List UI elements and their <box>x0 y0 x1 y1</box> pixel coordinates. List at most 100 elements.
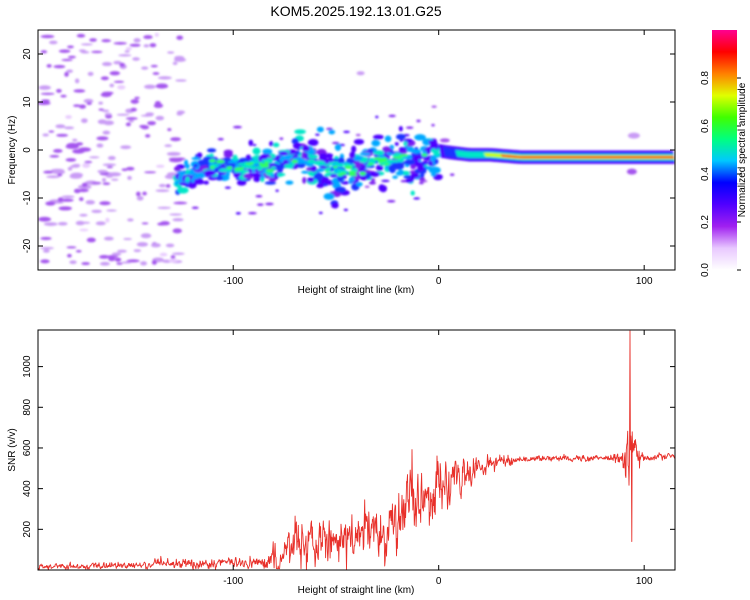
noise-speckle <box>174 55 185 60</box>
noise-speckle <box>120 145 132 150</box>
ridge-blob <box>187 171 200 176</box>
noise-speckle <box>123 237 132 241</box>
ridge-blob <box>183 159 189 167</box>
noise-speckle <box>49 40 58 45</box>
ridge-blob <box>315 168 325 172</box>
noise-speckle <box>165 243 175 248</box>
colorbar-tick-label: 0.4 <box>700 167 711 181</box>
noise-speckle <box>113 80 125 83</box>
ridge-blob <box>425 166 433 170</box>
y-tick-label: 200 <box>22 521 33 538</box>
noise-speckle <box>57 197 64 203</box>
colorbar-label: Normalized spectral amplitude <box>737 82 748 217</box>
ridge-core <box>226 168 232 172</box>
ridge-core <box>270 166 277 170</box>
noise-speckle <box>170 255 176 259</box>
ridge-blob <box>334 186 346 193</box>
noise-speckle <box>154 32 159 37</box>
y-tick-label: 20 <box>22 48 33 60</box>
noise-speckle <box>130 107 137 112</box>
noise-speckle <box>343 130 350 134</box>
noise-speckle <box>64 71 69 77</box>
noise-speckle <box>78 184 92 190</box>
ridge-blob <box>422 138 433 146</box>
noise-speckle <box>74 78 80 84</box>
ridge-core <box>233 167 243 171</box>
ridge-blob <box>372 134 384 140</box>
ridge-blob <box>307 138 319 147</box>
noise-speckle <box>100 92 112 98</box>
ridge-core <box>337 173 344 177</box>
noise-speckle <box>91 209 102 213</box>
noise-speckle <box>140 261 148 266</box>
snr-ylabel: SNR (v/v) <box>7 428 18 471</box>
ridge-blob <box>193 179 205 185</box>
noise-speckle <box>91 50 103 54</box>
noise-speckle <box>143 35 153 40</box>
colorbar: 0.0 0.2 0.4 0.6 0.8 Normalized spectral ampl… <box>700 30 748 277</box>
y-tick-label: -20 <box>22 238 33 253</box>
ridge-core <box>386 159 393 164</box>
ridge-core <box>324 173 331 177</box>
ridge-blob <box>310 165 317 173</box>
noise-speckle <box>43 222 58 226</box>
noise-speckle <box>40 34 55 39</box>
noise-speckle <box>318 211 323 215</box>
ridge-blob <box>278 151 289 156</box>
noise-speckle <box>147 121 156 126</box>
noise-speckle <box>176 35 184 40</box>
noise-speckle <box>134 96 140 100</box>
noise-speckle <box>118 54 132 57</box>
noise-speckle <box>175 79 187 82</box>
ridge-blob <box>287 149 297 155</box>
noise-speckle <box>176 112 183 116</box>
snr-frame <box>37 329 676 571</box>
noise-speckle <box>58 206 72 211</box>
noise-speckle <box>172 228 182 234</box>
ridge-core <box>325 167 331 172</box>
noise-speckle <box>104 112 112 116</box>
noise-speckle <box>166 151 181 156</box>
noise-speckle <box>235 212 241 215</box>
noise-speckle <box>108 256 116 262</box>
noise-speckle <box>150 64 158 68</box>
snr-xlabel: Height of straight line (km) <box>298 585 415 596</box>
ridge-blob <box>359 152 371 156</box>
noise-speckle <box>356 71 365 76</box>
ridge-blob <box>214 167 219 173</box>
noise-speckle <box>105 174 114 178</box>
x-tick-label: -100 <box>223 576 243 587</box>
noise-speckle <box>165 184 171 188</box>
noise-speckle <box>45 201 56 206</box>
noise-speckle <box>419 181 424 185</box>
noise-speckle <box>86 237 96 243</box>
noise-speckle <box>41 99 50 103</box>
ridge-blob <box>374 150 385 156</box>
noise-speckle <box>399 139 404 142</box>
noise-speckle <box>107 155 116 161</box>
noise-speckle <box>109 83 115 88</box>
noise-speckle <box>257 203 264 206</box>
noise-speckle <box>102 182 111 185</box>
ridge-core <box>249 166 258 170</box>
noise-speckle <box>40 92 55 95</box>
noise-speckle <box>65 115 72 119</box>
noise-speckle <box>117 85 126 90</box>
noise-speckle <box>67 55 76 59</box>
noise-speckle <box>111 252 122 256</box>
ridge-core <box>291 159 299 164</box>
ridge-blob <box>185 176 190 183</box>
spectrogram-heatmap <box>38 32 675 266</box>
noise-speckle <box>141 222 149 225</box>
noise-speckle <box>85 200 95 205</box>
ridge-blob <box>277 172 283 177</box>
noise-speckle <box>83 98 94 104</box>
ridge-blob <box>319 153 328 161</box>
noise-speckle <box>143 84 156 89</box>
ridge-blob <box>410 149 422 154</box>
ridge-blob <box>414 134 426 141</box>
ridge-blob <box>307 177 315 183</box>
ridge-blob <box>301 145 310 152</box>
x-tick-label: 100 <box>636 276 653 287</box>
